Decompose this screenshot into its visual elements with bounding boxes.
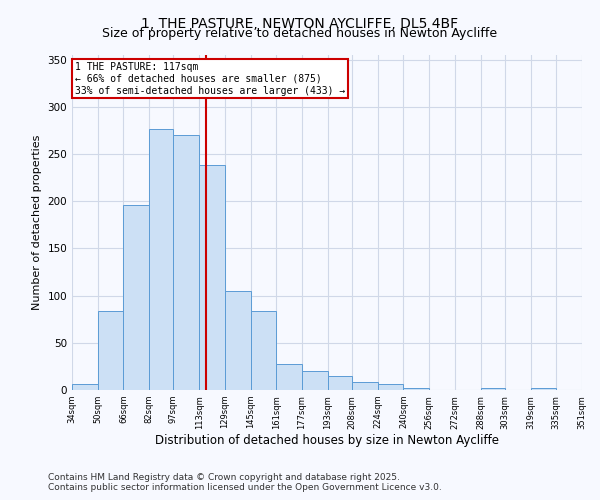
Bar bbox=[251, 310, 277, 390]
Text: Size of property relative to detached houses in Newton Aycliffe: Size of property relative to detached ho… bbox=[103, 28, 497, 40]
Bar bbox=[149, 128, 173, 390]
Bar bbox=[302, 371, 328, 390]
Bar bbox=[98, 310, 124, 390]
Bar bbox=[377, 384, 403, 390]
Bar bbox=[403, 388, 429, 390]
Bar bbox=[328, 376, 352, 390]
Bar bbox=[481, 388, 505, 390]
Bar bbox=[199, 166, 225, 390]
Text: 1 THE PASTURE: 117sqm
← 66% of detached houses are smaller (875)
33% of semi-det: 1 THE PASTURE: 117sqm ← 66% of detached … bbox=[74, 62, 345, 96]
Bar bbox=[124, 205, 149, 390]
Bar bbox=[173, 135, 199, 390]
Bar bbox=[530, 388, 556, 390]
Y-axis label: Number of detached properties: Number of detached properties bbox=[32, 135, 42, 310]
X-axis label: Distribution of detached houses by size in Newton Aycliffe: Distribution of detached houses by size … bbox=[155, 434, 499, 448]
Bar bbox=[277, 364, 302, 390]
Bar bbox=[352, 382, 377, 390]
Bar bbox=[225, 291, 251, 390]
Text: 1, THE PASTURE, NEWTON AYCLIFFE, DL5 4BF: 1, THE PASTURE, NEWTON AYCLIFFE, DL5 4BF bbox=[142, 18, 458, 32]
Bar bbox=[72, 384, 98, 390]
Text: Contains HM Land Registry data © Crown copyright and database right 2025.
Contai: Contains HM Land Registry data © Crown c… bbox=[48, 473, 442, 492]
